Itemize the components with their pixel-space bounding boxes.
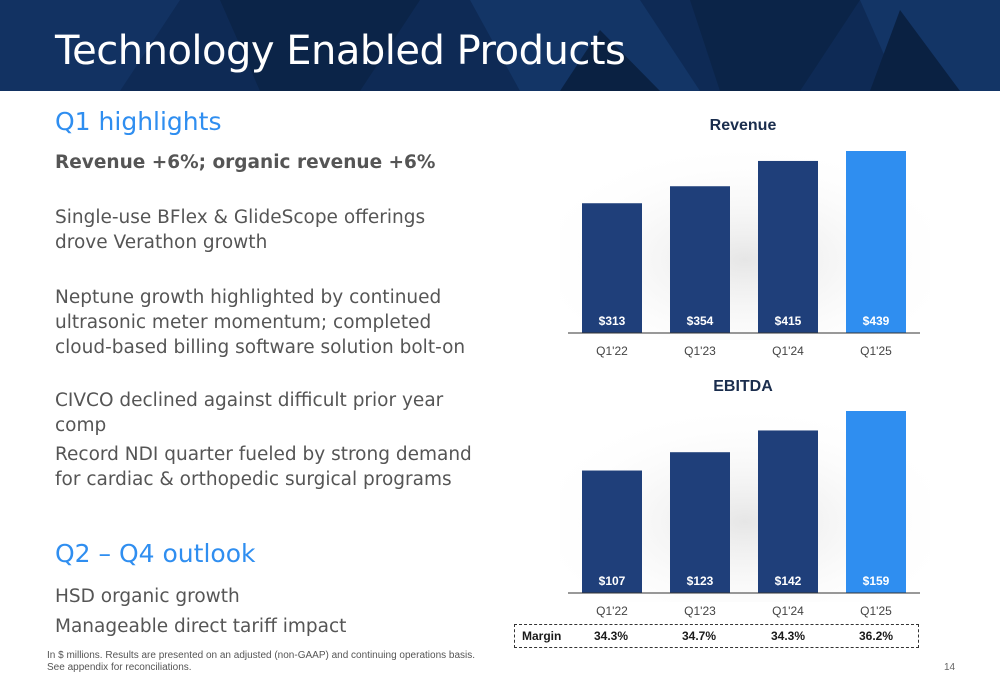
x-tick-label: Q1'24 [772, 344, 804, 358]
page-number: 14 [944, 662, 956, 673]
bar-value-label: $354 [687, 314, 714, 328]
bar [758, 160, 818, 333]
ebitda-chart-title: EBITDA [713, 378, 773, 395]
revenue-chart-title: Revenue [709, 117, 777, 134]
highlight-bullet: Single-use BFlex & GlideScope offerings … [55, 207, 426, 253]
highlight-bullet: Neptune growth highlighted by continued … [55, 287, 466, 358]
revenue-chart: $313 Q1'22 $354 Q1'23 $415 Q1'24 $439 Q1'25 [568, 151, 920, 358]
outlook-item: Manageable direct tariff impact [55, 616, 347, 637]
x-tick-label: Q1'23 [684, 604, 716, 618]
highlight-bullet: CIVCO declined against difficult prior y… [55, 390, 444, 436]
x-tick-label: Q1'22 [596, 604, 628, 618]
bar [758, 430, 818, 593]
footnote: In $ millions. Results are presented on … [47, 650, 475, 674]
margin-value: 34.3% [593, 629, 629, 643]
outlook-item: HSD organic growth [55, 586, 240, 607]
margin-row-box [514, 624, 919, 648]
margin-value: 34.3% [770, 629, 806, 643]
x-tick-label: Q1'23 [684, 344, 716, 358]
highlight-bullet: Record NDI quarter fueled by strong dema… [55, 444, 472, 490]
bar [670, 186, 730, 333]
ebitda-chart: $107 Q1'22 $123 Q1'23 $142 Q1'24 $159 Q1'25 [568, 411, 920, 618]
bar [582, 470, 642, 593]
outlook-title: Q2 – Q4 outlook [55, 539, 256, 568]
bar-value-label: $415 [775, 314, 802, 328]
bar [670, 452, 730, 593]
header-pattern [0, 0, 1000, 91]
page-title: Technology Enabled Products [55, 28, 626, 74]
bar [846, 411, 906, 593]
highlights-title: Q1 highlights [55, 107, 222, 136]
bar-value-label: $123 [687, 574, 714, 588]
bar-value-label: $107 [599, 574, 626, 588]
x-tick-label: Q1'25 [860, 604, 892, 618]
bar [582, 203, 642, 333]
x-tick-label: Q1'24 [772, 604, 804, 618]
highlights-lead: Revenue +6%; organic revenue +6% [55, 152, 436, 173]
margin-value: 36.2% [858, 629, 894, 643]
bar-value-label: $142 [775, 574, 802, 588]
x-tick-label: Q1'22 [596, 344, 628, 358]
bar-value-label: $439 [863, 314, 890, 328]
bar-value-label: $313 [599, 314, 626, 328]
header-banner: Technology Enabled Products [0, 0, 1000, 91]
footnote-line: In $ millions. Results are presented on … [47, 650, 476, 661]
footnote-line: See appendix for reconciliations. [47, 662, 192, 673]
bar-value-label: $159 [863, 574, 890, 588]
margin-label: Margin [522, 629, 562, 643]
margin-value: 34.7% [681, 629, 717, 643]
bar [846, 151, 906, 333]
x-tick-label: Q1'25 [860, 344, 892, 358]
